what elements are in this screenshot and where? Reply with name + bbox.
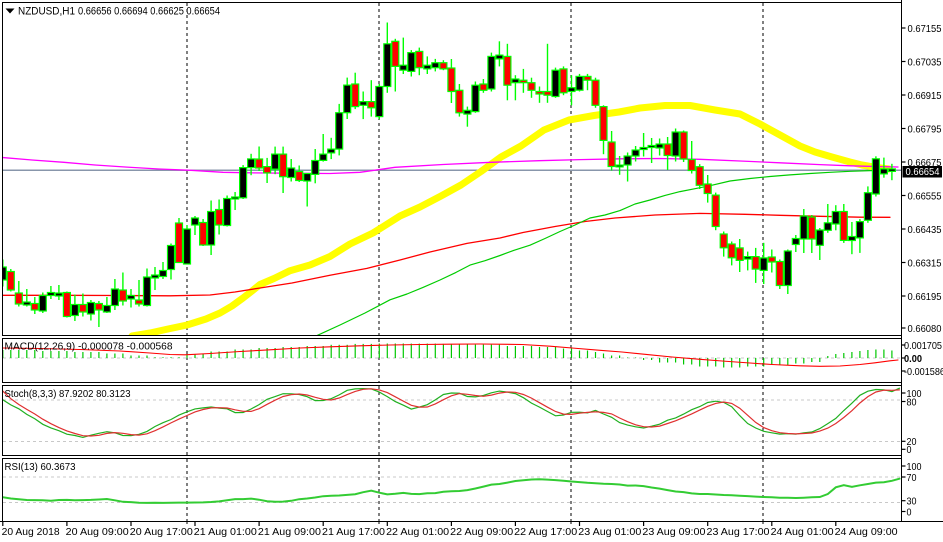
svg-text:NZDUSD,H1: NZDUSD,H1 bbox=[18, 6, 75, 18]
svg-text:20 Aug 17:00: 20 Aug 17:00 bbox=[130, 527, 193, 538]
svg-text:0: 0 bbox=[907, 506, 912, 518]
svg-text:80: 80 bbox=[907, 396, 917, 408]
svg-text:23 Aug 09:00: 23 Aug 09:00 bbox=[642, 527, 705, 538]
svg-text:0.66915: 0.66915 bbox=[908, 90, 942, 102]
svg-text:23 Aug 01:00: 23 Aug 01:00 bbox=[578, 527, 641, 538]
svg-text:21 Aug 17:00: 21 Aug 17:00 bbox=[322, 527, 385, 538]
svg-text:0.66654: 0.66654 bbox=[906, 166, 940, 178]
svg-text:0.66195: 0.66195 bbox=[908, 291, 942, 303]
svg-text:0: 0 bbox=[907, 444, 912, 456]
svg-text:22 Aug 01:00: 22 Aug 01:00 bbox=[386, 527, 449, 538]
svg-text:30: 30 bbox=[907, 496, 917, 508]
svg-text:0.66315: 0.66315 bbox=[908, 257, 942, 269]
svg-text:0.001705: 0.001705 bbox=[904, 340, 942, 352]
svg-text:24 Aug 09:00: 24 Aug 09:00 bbox=[835, 527, 898, 538]
svg-text:0.66795: 0.66795 bbox=[908, 123, 942, 135]
svg-text:0.00: 0.00 bbox=[904, 353, 922, 365]
svg-text:100: 100 bbox=[907, 461, 922, 473]
svg-text:23 Aug 17:00: 23 Aug 17:00 bbox=[707, 527, 770, 538]
svg-text:21 Aug 01:00: 21 Aug 01:00 bbox=[194, 527, 257, 538]
svg-text:20 Aug 2018: 20 Aug 2018 bbox=[2, 527, 60, 538]
svg-text:0.66435: 0.66435 bbox=[908, 224, 942, 236]
svg-text:0.66675: 0.66675 bbox=[908, 157, 942, 169]
svg-text:70: 70 bbox=[907, 472, 917, 484]
svg-text:21 Aug 09:00: 21 Aug 09:00 bbox=[258, 527, 321, 538]
svg-text:0.66080: 0.66080 bbox=[908, 323, 942, 335]
svg-text:24 Aug 01:00: 24 Aug 01:00 bbox=[771, 527, 834, 538]
svg-text:22 Aug 09:00: 22 Aug 09:00 bbox=[450, 527, 513, 538]
svg-text:22 Aug 17:00: 22 Aug 17:00 bbox=[514, 527, 577, 538]
svg-text:Stoch(8,3,3) 87.9202 80.3123: Stoch(8,3,3) 87.9202 80.3123 bbox=[5, 388, 131, 400]
svg-text:-0.001586: -0.001586 bbox=[904, 366, 943, 378]
svg-text:RSI(13) 60.3673: RSI(13) 60.3673 bbox=[5, 461, 76, 473]
svg-text:0.67155: 0.67155 bbox=[908, 23, 942, 35]
svg-text:0.66656 0.66694 0.66625 0.6665: 0.66656 0.66694 0.66625 0.66654 bbox=[78, 6, 220, 18]
svg-text:MACD(12,26,9) -0.000078 -0.000: MACD(12,26,9) -0.000078 -0.000568 bbox=[5, 341, 173, 353]
svg-text:20 Aug 09:00: 20 Aug 09:00 bbox=[66, 527, 129, 538]
svg-text:20: 20 bbox=[907, 436, 917, 448]
svg-text:0.66555: 0.66555 bbox=[908, 190, 942, 202]
svg-text:100: 100 bbox=[907, 388, 922, 400]
svg-text:0.67035: 0.67035 bbox=[908, 56, 942, 68]
